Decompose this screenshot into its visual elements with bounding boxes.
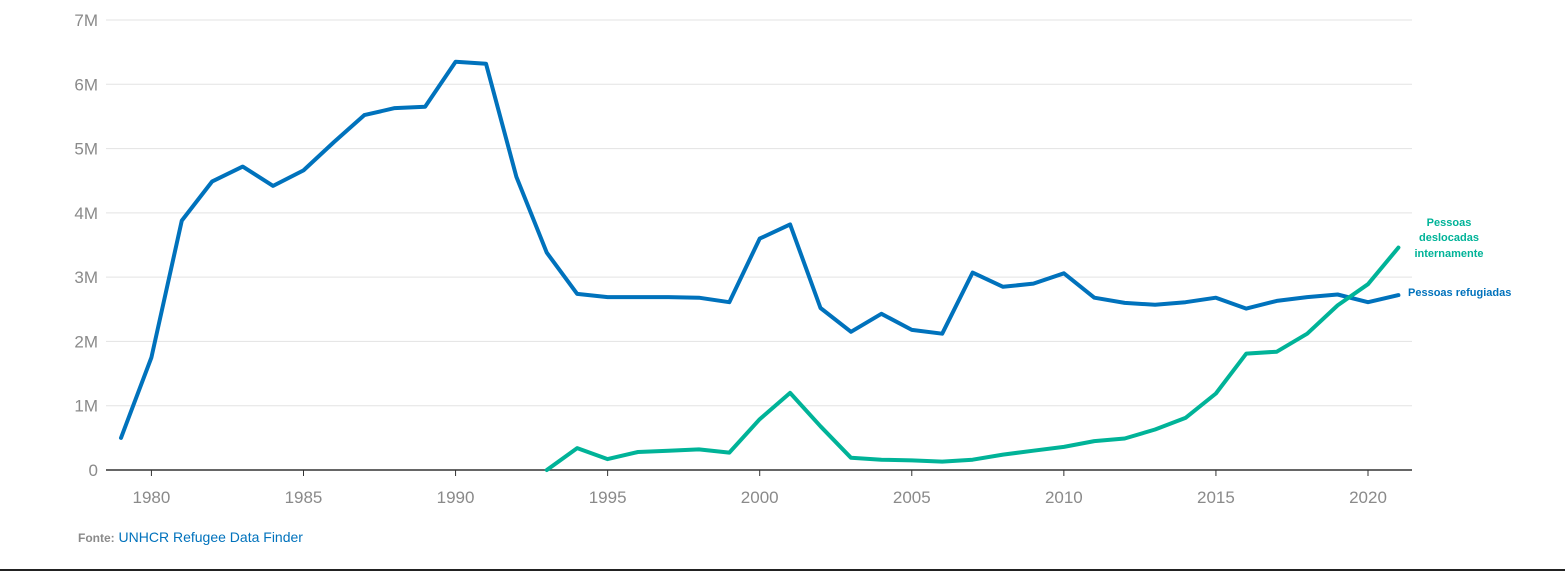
y-tick-label: 6M bbox=[74, 75, 98, 94]
y-tick-label: 7M bbox=[74, 11, 98, 30]
series-label-idp-line3: internamente bbox=[1414, 248, 1483, 260]
x-tick-label: 2000 bbox=[741, 488, 779, 507]
source-link[interactable]: UNHCR Refugee Data Finder bbox=[118, 529, 303, 545]
y-tick-label: 5M bbox=[74, 140, 98, 159]
x-axis: 1980 1985 1990 1995 2000 2005 2010 2015 2020 bbox=[133, 470, 1387, 507]
y-tick-label: 3M bbox=[74, 268, 98, 287]
source-prefix: Fonte: bbox=[78, 531, 115, 545]
x-tick-label: 1995 bbox=[589, 488, 627, 507]
x-tick-label: 2020 bbox=[1349, 488, 1387, 507]
y-tick-label: 1M bbox=[74, 397, 98, 416]
y-tick-label: 4M bbox=[74, 204, 98, 223]
x-tick-label: 2010 bbox=[1045, 488, 1083, 507]
series-layer bbox=[119, 59, 1401, 472]
series-label-idp-line2: deslocadas bbox=[1419, 232, 1479, 244]
y-tick-label: 0 bbox=[89, 461, 98, 480]
x-tick-label: 2005 bbox=[893, 488, 931, 507]
line-chart: 0 1M 2M 3M 4M 5M 6M 7M 1980 1985 1990 1995 2000 2005… bbox=[74, 11, 1511, 507]
bottom-divider bbox=[0, 569, 1565, 571]
x-tick-label: 1990 bbox=[437, 488, 475, 507]
x-tick-label: 2015 bbox=[1197, 488, 1235, 507]
series-line-refugees bbox=[119, 59, 1401, 440]
y-tick-label: 2M bbox=[74, 332, 98, 351]
x-tick-label: 1985 bbox=[285, 488, 323, 507]
series-line-idp bbox=[544, 245, 1401, 472]
series-labels: Pessoas deslocadas internamente Pessoas … bbox=[1408, 217, 1511, 299]
gridlines bbox=[106, 19, 1412, 471]
source-note: Fonte: UNHCR Refugee Data Finder bbox=[78, 529, 303, 545]
x-tick-label: 1980 bbox=[133, 488, 171, 507]
series-label-idp-line1: Pessoas bbox=[1427, 217, 1472, 229]
y-axis: 0 1M 2M 3M 4M 5M 6M 7M bbox=[74, 11, 98, 480]
series-label-refugees: Pessoas refugiadas bbox=[1408, 287, 1511, 299]
